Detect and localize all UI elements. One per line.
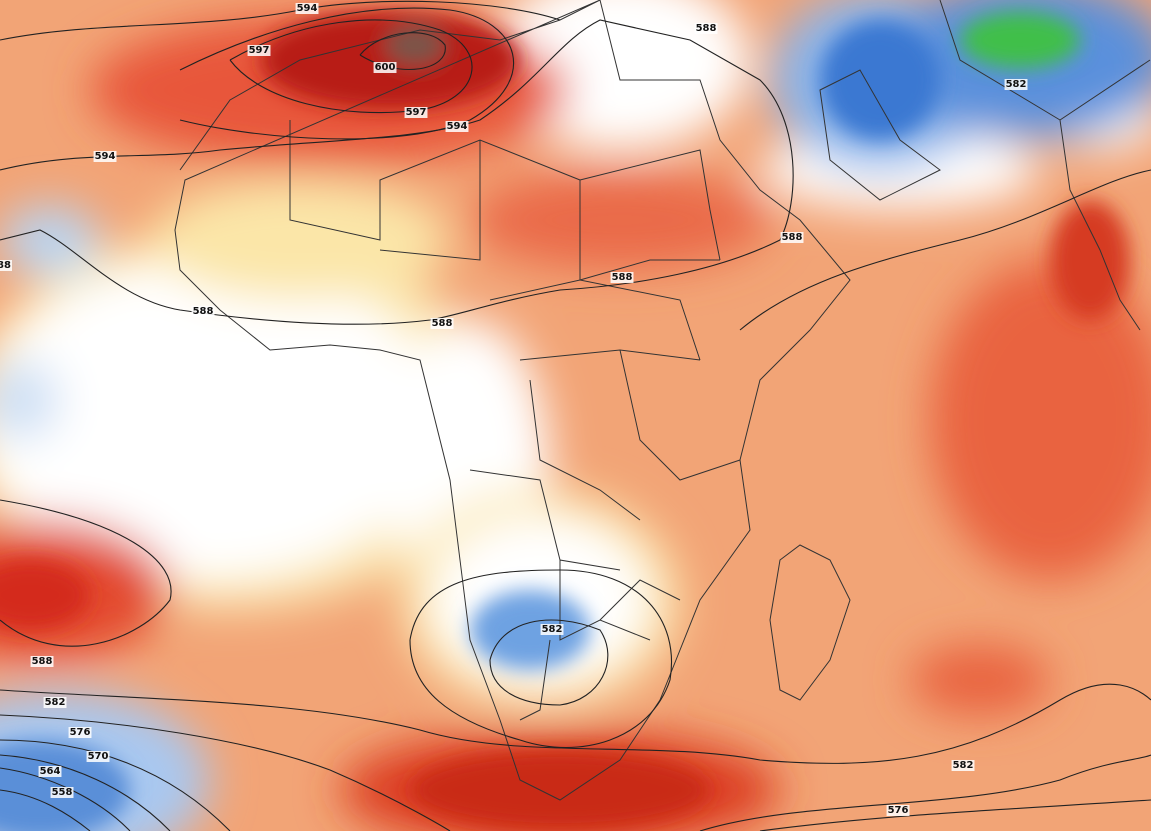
label-background — [780, 232, 804, 243]
label-background — [886, 805, 910, 816]
contour-label: 594 — [297, 3, 318, 14]
contour-label: 558 — [52, 787, 73, 798]
contour-label: 588 — [193, 306, 214, 317]
label-background — [247, 45, 271, 56]
contour-label: 594 — [95, 151, 116, 162]
contour-label: 597 — [249, 45, 270, 56]
contour-label: 576 — [888, 805, 909, 816]
label-background — [0, 260, 12, 271]
contour-label: 582 — [45, 697, 66, 708]
contour-label: 600 — [375, 62, 396, 73]
label-background — [373, 62, 397, 73]
contour-label: 570 — [88, 751, 109, 762]
label-background — [1004, 79, 1028, 90]
contour-labels: 594 597 600 597 594 588 582 594 588 88 588 588 588 58… — [0, 3, 1028, 816]
contour-label: 564 — [40, 766, 61, 777]
label-background — [43, 697, 67, 708]
contour-label: 576 — [70, 727, 91, 738]
contour-label: 88 — [0, 260, 11, 271]
label-background — [86, 751, 110, 762]
label-background — [191, 306, 215, 317]
label-background — [30, 656, 54, 667]
contour-label: 588 — [432, 318, 453, 329]
contour-label: 582 — [953, 760, 974, 771]
label-background — [68, 727, 92, 738]
label-background — [610, 272, 634, 283]
contour-label: 594 — [447, 121, 468, 132]
label-background — [38, 766, 62, 777]
contour-label: 588 — [782, 232, 803, 243]
label-background — [404, 107, 428, 118]
label-background — [93, 151, 117, 162]
label-background — [951, 760, 975, 771]
label-background — [445, 121, 469, 132]
label-background — [540, 624, 564, 635]
label-background — [694, 23, 718, 34]
label-background — [430, 318, 454, 329]
contour-label: 588 — [32, 656, 53, 667]
contour-label: 597 — [406, 107, 427, 118]
label-background — [295, 3, 319, 14]
contour-label: 588 — [612, 272, 633, 283]
contour-label: 582 — [1006, 79, 1027, 90]
label-background — [50, 787, 74, 798]
contour-label: 582 — [542, 624, 563, 635]
contour-label: 588 — [696, 23, 717, 34]
